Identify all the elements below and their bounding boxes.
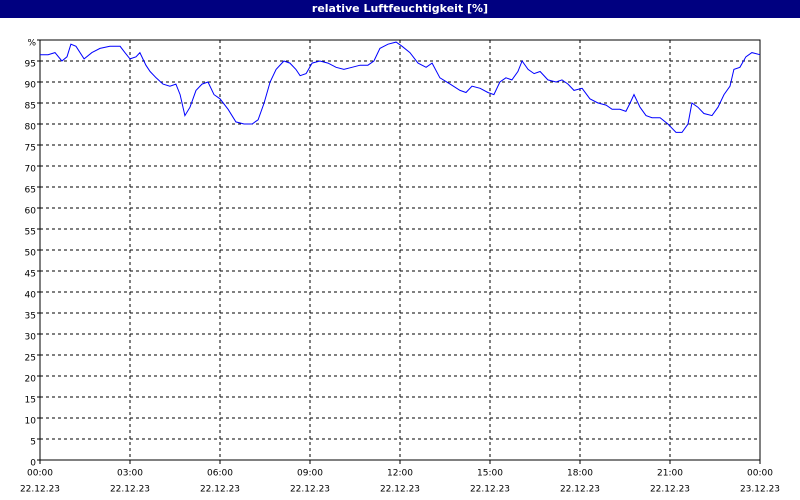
y-tick-label: 75 <box>25 144 36 154</box>
x-tick-label: 18:00 <box>567 469 593 479</box>
y-tick-label: 65 <box>25 186 36 196</box>
x-tick-date: 22.12.23 <box>560 485 600 495</box>
y-tick-label: 10 <box>25 417 37 427</box>
y-tick-label: 85 <box>25 102 36 112</box>
y-tick-label: 35 <box>25 312 36 322</box>
x-tick-label: 21:00 <box>657 469 683 479</box>
chart-title: relative Luftfeuchtigkeit [%] <box>312 2 488 15</box>
y-tick-label: 25 <box>25 354 36 364</box>
x-tick-date: 23.12.23 <box>740 485 780 495</box>
x-tick-date: 22.12.23 <box>380 485 420 495</box>
y-tick-label: 5 <box>30 438 36 448</box>
y-tick-label: 20 <box>25 375 37 385</box>
x-tick-label: 15:00 <box>477 469 503 479</box>
x-tick-date: 22.12.23 <box>20 485 60 495</box>
y-tick-label: 90 <box>25 81 37 91</box>
y-tick-label: 80 <box>25 123 37 133</box>
x-tick-date: 22.12.23 <box>290 485 330 495</box>
x-tick-label: 00:00 <box>747 469 773 479</box>
x-tick-label: 12:00 <box>387 469 413 479</box>
y-tick-label: 60 <box>25 207 37 217</box>
x-tick-date: 22.12.23 <box>470 485 510 495</box>
x-tick-date: 22.12.23 <box>110 485 150 495</box>
x-tick-label: 00:00 <box>27 469 53 479</box>
y-tick-label: 15 <box>25 396 36 406</box>
x-tick-label: 06:00 <box>207 469 233 479</box>
y-tick-label: 40 <box>25 291 37 301</box>
y-tick-label: 45 <box>25 270 36 280</box>
y-tick-label: % <box>27 39 36 49</box>
x-tick-label: 09:00 <box>297 469 323 479</box>
title-bar <box>0 0 800 18</box>
x-tick-date: 22.12.23 <box>650 485 690 495</box>
y-tick-label: 55 <box>25 228 36 238</box>
x-tick-date: 22.12.23 <box>200 485 240 495</box>
y-tick-label: 50 <box>25 249 37 259</box>
y-tick-label: 30 <box>25 333 37 343</box>
y-tick-label: 95 <box>25 60 36 70</box>
data-line <box>40 41 761 133</box>
y-tick-label: 0 <box>30 459 36 469</box>
x-tick-label: 03:00 <box>117 469 143 479</box>
y-tick-label: 70 <box>25 165 37 175</box>
